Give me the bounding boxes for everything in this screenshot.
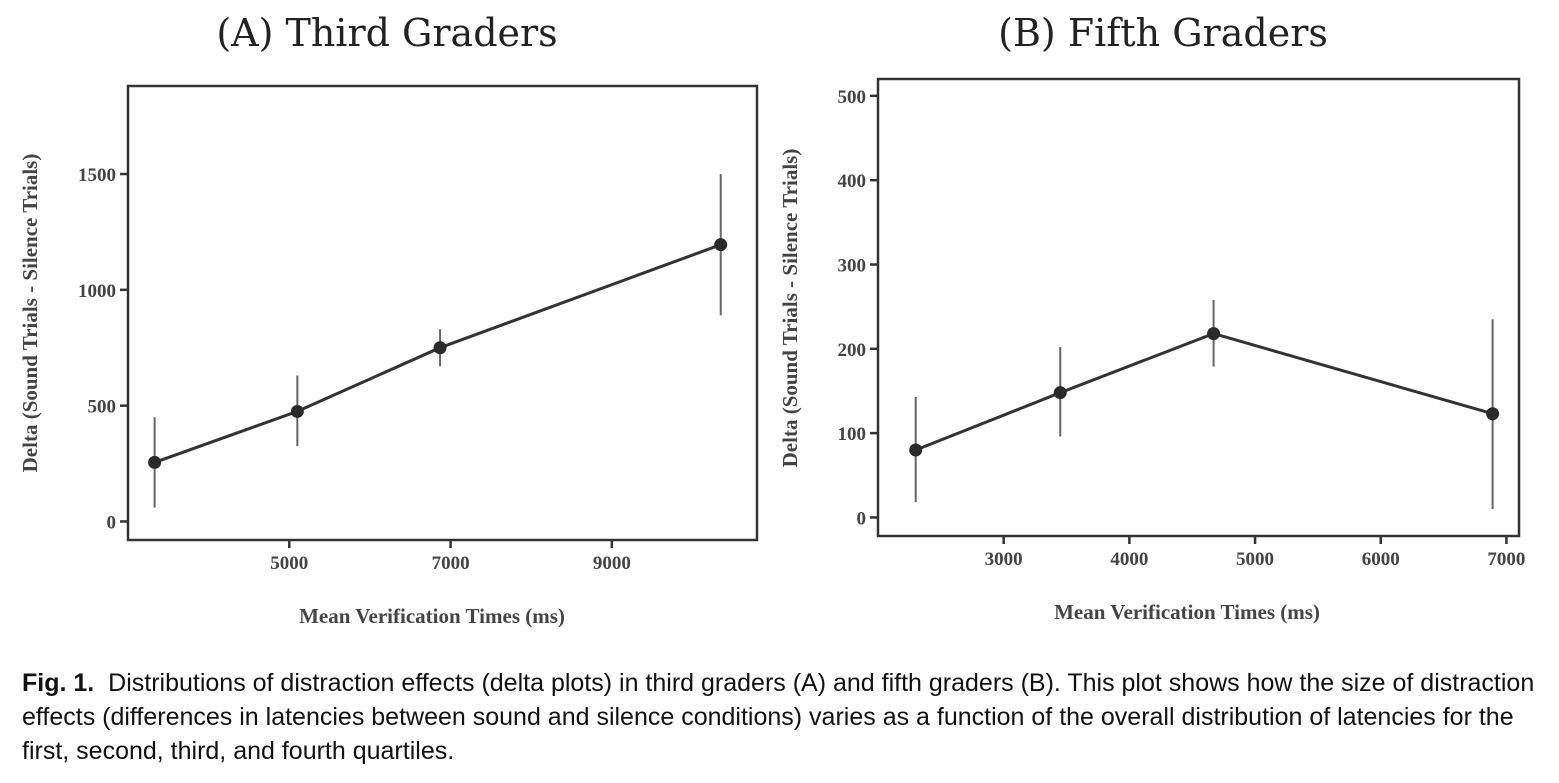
panel-a-data-point: [148, 455, 162, 469]
panel-b-fifth-graders: (B) Fifth Graders 0 100 200 300 400 500 3000 40…: [778, 11, 1525, 624]
panel-b-data-point: [1207, 327, 1221, 341]
panel-a-x-tick-label: 7000: [432, 553, 470, 574]
panel-a-x-axis-label: Mean Verification Times (ms): [299, 604, 565, 628]
panel-a-error-bars: [153, 174, 722, 508]
panel-b-points: [909, 327, 1500, 457]
panel-b-y-tick-label: 300: [838, 255, 867, 276]
panel-a-y-tick-label: 1000: [78, 281, 116, 302]
panel-b-x-tick-label: 5000: [1236, 549, 1274, 570]
panel-b-y-tick-label: 200: [838, 340, 867, 361]
panel-a-plot-frame: [126, 84, 759, 542]
panel-a-data-point: [433, 341, 447, 355]
panel-a-ticks: 0 500 1000 1500 5000 7000 9000: [78, 165, 631, 574]
panel-b-y-tick-label: 500: [838, 87, 867, 108]
panel-b-y-tick-label: 100: [838, 424, 867, 445]
panel-b-series-line: [915, 332, 1494, 452]
panel-b-data-point: [909, 443, 923, 457]
panel-b-title: (B) Fifth Graders: [998, 11, 1328, 55]
panel-a-x-tick-label: 9000: [593, 553, 631, 574]
panel-b-error-bars: [914, 299, 1494, 510]
panel-a-y-tick-label: 1500: [78, 165, 116, 186]
panel-a-y-tick-label: 0: [107, 512, 117, 533]
caption-text: Distributions of distraction effects (de…: [22, 669, 1535, 765]
panel-a-x-tick-label: 5000: [270, 553, 308, 574]
panel-b-plot-frame: [876, 77, 1521, 538]
panel-a-data-point: [714, 238, 728, 252]
panel-b-x-tick-label: 4000: [1110, 549, 1148, 570]
panel-b-data-point: [1486, 407, 1500, 421]
panel-b-x-tick-label: 3000: [985, 549, 1023, 570]
panel-a-title: (A) Third Graders: [216, 11, 557, 55]
panel-b-y-tick-label: 0: [857, 508, 867, 529]
panel-a-points: [148, 238, 728, 469]
caption-label: Fig. 1.: [22, 669, 95, 697]
panel-b-data-point: [1053, 386, 1067, 400]
panel-b-ticks: 0 100 200 300 400 500 3000 4000 5000 6000 7000: [838, 87, 1526, 570]
figure-caption: Fig. 1. Distributions of distraction eff…: [22, 666, 1552, 768]
panel-b-x-tick-label: 6000: [1362, 549, 1400, 570]
panel-b-y-tick-label: 400: [838, 171, 867, 192]
panel-b-x-axis-label: Mean Verification Times (ms): [1054, 600, 1320, 624]
panel-a-series-line: [154, 243, 722, 464]
panel-a-y-tick-label: 500: [88, 397, 117, 418]
panel-a-third-graders: (A) Third Graders 0 500 1000 1500 5000 7000 90…: [18, 11, 759, 628]
panel-b-y-axis-label: Delta (Sound Trials - Silence Trials): [778, 149, 802, 468]
panel-b-x-tick-label: 7000: [1487, 549, 1525, 570]
panel-a-y-axis-label: Delta (Sound Trials - Silence Trials): [18, 154, 42, 473]
panel-a-data-point: [290, 404, 304, 418]
